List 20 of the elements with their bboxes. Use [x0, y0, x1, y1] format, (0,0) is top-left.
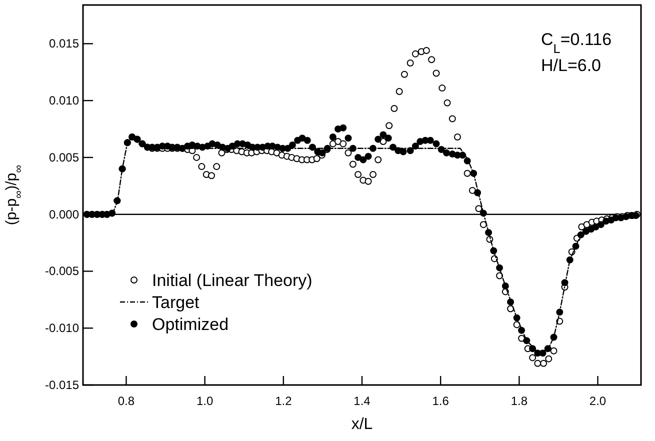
x-tick-label: 1.2 [275, 394, 292, 408]
x-tick-label: 1.6 [432, 394, 450, 408]
x-axis-title: x/L [351, 416, 373, 433]
x-tick-label: 1.4 [354, 394, 371, 408]
y-tick-label: -0.005 [44, 264, 80, 278]
legend-label: Target [152, 293, 200, 312]
x-tick-label: 1.8 [510, 394, 528, 408]
y-tick-label: 0.005 [48, 150, 80, 164]
annotation: H/L=6.0 [541, 56, 602, 75]
y-tick-label: 0.010 [48, 94, 80, 108]
y-tick-label: 0.000 [48, 207, 80, 222]
x-tick-label: 1.0 [196, 394, 214, 408]
annotation: C$_{L}$=0.116 [541, 30, 612, 56]
x-tick-label: 2.0 [589, 394, 606, 408]
legend-label: Optimized [152, 315, 229, 334]
y-tick-label: -0.010 [44, 321, 80, 336]
y-tick-label: -0.015 [44, 378, 80, 392]
legend-label: Initial (Linear Theory) [152, 271, 312, 290]
y-tick-label: 0.015 [48, 36, 80, 51]
x-tick-label: 0.8 [118, 394, 135, 408]
